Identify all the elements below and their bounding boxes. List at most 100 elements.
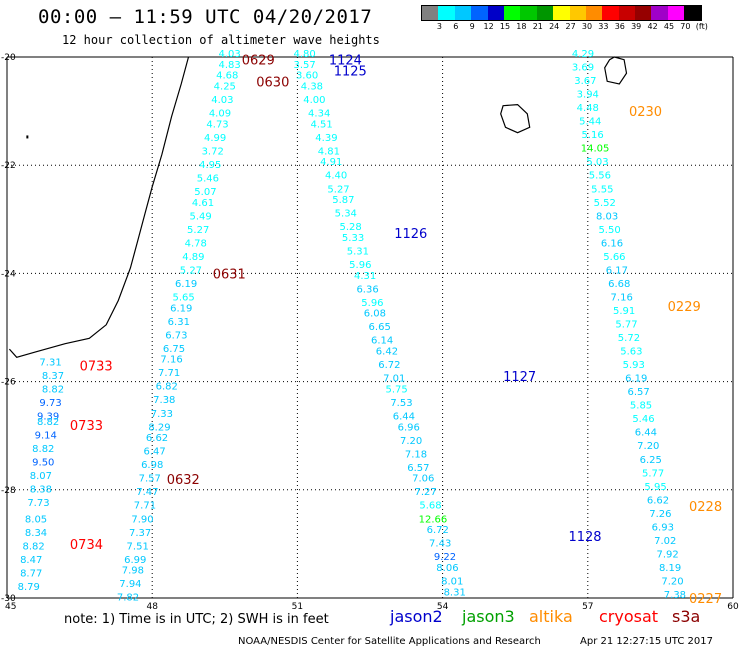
legend-item-jason2: jason2 <box>390 607 443 626</box>
wave-height-value: 7.16 <box>160 355 182 366</box>
pass-time-label: 1127 <box>503 370 536 385</box>
pass-time-label: 0733 <box>70 419 103 434</box>
wave-height-value: 7.57 <box>139 474 161 485</box>
wave-height-values: 4.034.834.684.254.034.094.734.993.724.95… <box>18 49 686 604</box>
wave-height-value: 7.71 <box>158 368 180 379</box>
wave-height-value: 8.77 <box>20 568 42 579</box>
color-scale-label: 39 <box>631 22 642 31</box>
x-tick-label: 57 <box>582 602 593 612</box>
color-scale-label: 30 <box>581 22 593 31</box>
wave-height-value: 7.27 <box>415 487 437 498</box>
wave-height-value: 6.75 <box>163 344 185 355</box>
wave-height-value: 8.19 <box>659 563 681 574</box>
wave-height-value: 5.03 <box>586 157 608 168</box>
pass-time-label: 0630 <box>256 75 289 90</box>
wave-height-value: 5.66 <box>603 252 625 263</box>
wave-height-value: 4.31 <box>354 271 376 282</box>
pass-time-label: 0629 <box>242 54 275 69</box>
wave-height-value: 7.31 <box>39 357 61 368</box>
wave-height-value: 6.72 <box>378 360 400 371</box>
wave-height-value: 8.79 <box>18 582 40 593</box>
wave-height-value: 8.82 <box>37 417 59 428</box>
color-scale-label: 27 <box>565 22 576 31</box>
wave-height-value: 6.44 <box>393 411 415 422</box>
wave-height-value: 7.33 <box>151 409 173 420</box>
wave-height-value: 6.08 <box>364 309 386 320</box>
wave-height-value: 3.94 <box>577 90 599 101</box>
wave-height-value: 5.27 <box>327 184 349 195</box>
color-scale-label: 33 <box>598 22 609 31</box>
wave-height-value: 7.90 <box>131 514 153 525</box>
wave-height-value: 7.47 <box>136 487 158 498</box>
x-tick-label: 48 <box>146 602 158 612</box>
wave-height-value: 8.01 <box>441 576 463 587</box>
wave-height-value: 6.42 <box>376 347 398 358</box>
axis-ticks: 45 48 51 54 57 60 -20 -22 -24 -26 -28 -30 <box>1 53 739 612</box>
wave-height-value: 5.52 <box>594 198 616 209</box>
wave-height-value: 6.17 <box>606 265 628 276</box>
wave-height-value: 5.72 <box>618 333 640 344</box>
wave-height-value: 8.34 <box>25 528 47 539</box>
color-scale-swatch <box>503 6 521 20</box>
wave-height-value: 4.78 <box>185 238 207 249</box>
wave-height-value: 5.65 <box>173 292 195 303</box>
pass-time-label: 0632 <box>167 473 200 488</box>
wave-height-value: 4.81 <box>318 146 340 157</box>
wave-height-value: 4.40 <box>325 171 347 182</box>
wave-height-value: 8.06 <box>436 563 458 574</box>
wave-height-value: 6.19 <box>170 303 192 314</box>
color-scale-swatch <box>422 6 439 20</box>
wave-height-value: 6.31 <box>168 317 190 328</box>
wave-height-value: 3.67 <box>574 76 596 87</box>
color-scale-swatch <box>651 6 668 20</box>
wave-height-value: 7.20 <box>637 441 659 452</box>
wave-height-value: 7.18 <box>405 449 427 460</box>
x-tick-label: 60 <box>727 602 739 612</box>
wave-height-value: 6.62 <box>647 495 669 506</box>
wave-height-value: 7.01 <box>383 374 405 385</box>
color-scale-label: 18 <box>516 22 527 31</box>
color-scale-swatch <box>487 6 504 20</box>
wave-height-value: 9.50 <box>32 457 54 468</box>
wave-height-value: 3.57 <box>294 60 316 71</box>
wave-height-value: 5.85 <box>630 401 652 412</box>
wave-height-value: 6.19 <box>175 279 197 290</box>
color-scale-bar <box>421 5 702 21</box>
reunion-island <box>500 103 531 134</box>
wave-height-value: 6.96 <box>398 422 420 433</box>
color-scale-swatch <box>471 6 488 20</box>
legend-item-s3a: s3a <box>672 607 701 626</box>
wave-height-value: 8.47 <box>20 555 42 566</box>
wave-height-value: 5.46 <box>197 173 219 184</box>
wave-height-value: 5.27 <box>180 265 202 276</box>
x-tick-label: 51 <box>292 602 303 612</box>
wave-height-value: 6.62 <box>146 433 168 444</box>
wave-height-value: 4.95 <box>199 160 221 171</box>
wave-height-value: 7.06 <box>412 474 434 485</box>
wave-height-value: 7.71 <box>134 501 156 512</box>
color-scale-swatch <box>438 6 455 20</box>
wave-height-value: 9.22 <box>434 552 456 563</box>
wave-height-value: 4.80 <box>294 49 316 60</box>
wave-height-value: 5.44 <box>579 117 601 128</box>
wave-height-value: 5.31 <box>347 246 369 257</box>
legend-item-cryosat: cryosat <box>599 607 659 626</box>
wave-height-value: 5.95 <box>644 482 666 493</box>
wave-height-value: 4.09 <box>209 109 231 120</box>
wave-height-value: 7.73 <box>27 498 49 509</box>
footer-note: note: 1) Time is in UTC; 2) SWH is in fe… <box>64 612 329 627</box>
wave-height-value: 5.87 <box>332 195 354 206</box>
pass-time-label: 1125 <box>334 65 367 80</box>
pass-time-label: 0227 <box>689 592 722 607</box>
wave-height-value: 8.07 <box>30 471 52 482</box>
wave-height-value: 8.82 <box>32 444 54 455</box>
wave-height-value: 7.82 <box>117 593 139 604</box>
wave-height-value: 9.73 <box>39 398 61 409</box>
wave-height-value: 5.96 <box>361 298 383 309</box>
generated-timestamp: Apr 21 12:27:15 UTC 2017 <box>580 636 713 647</box>
wave-height-value: 5.07 <box>194 187 216 198</box>
y-tick-label: -24 <box>1 269 16 279</box>
wave-height-value: 8.82 <box>42 384 64 395</box>
credit-line: NOAA/NESDIS Center for Satellite Applica… <box>238 636 541 647</box>
